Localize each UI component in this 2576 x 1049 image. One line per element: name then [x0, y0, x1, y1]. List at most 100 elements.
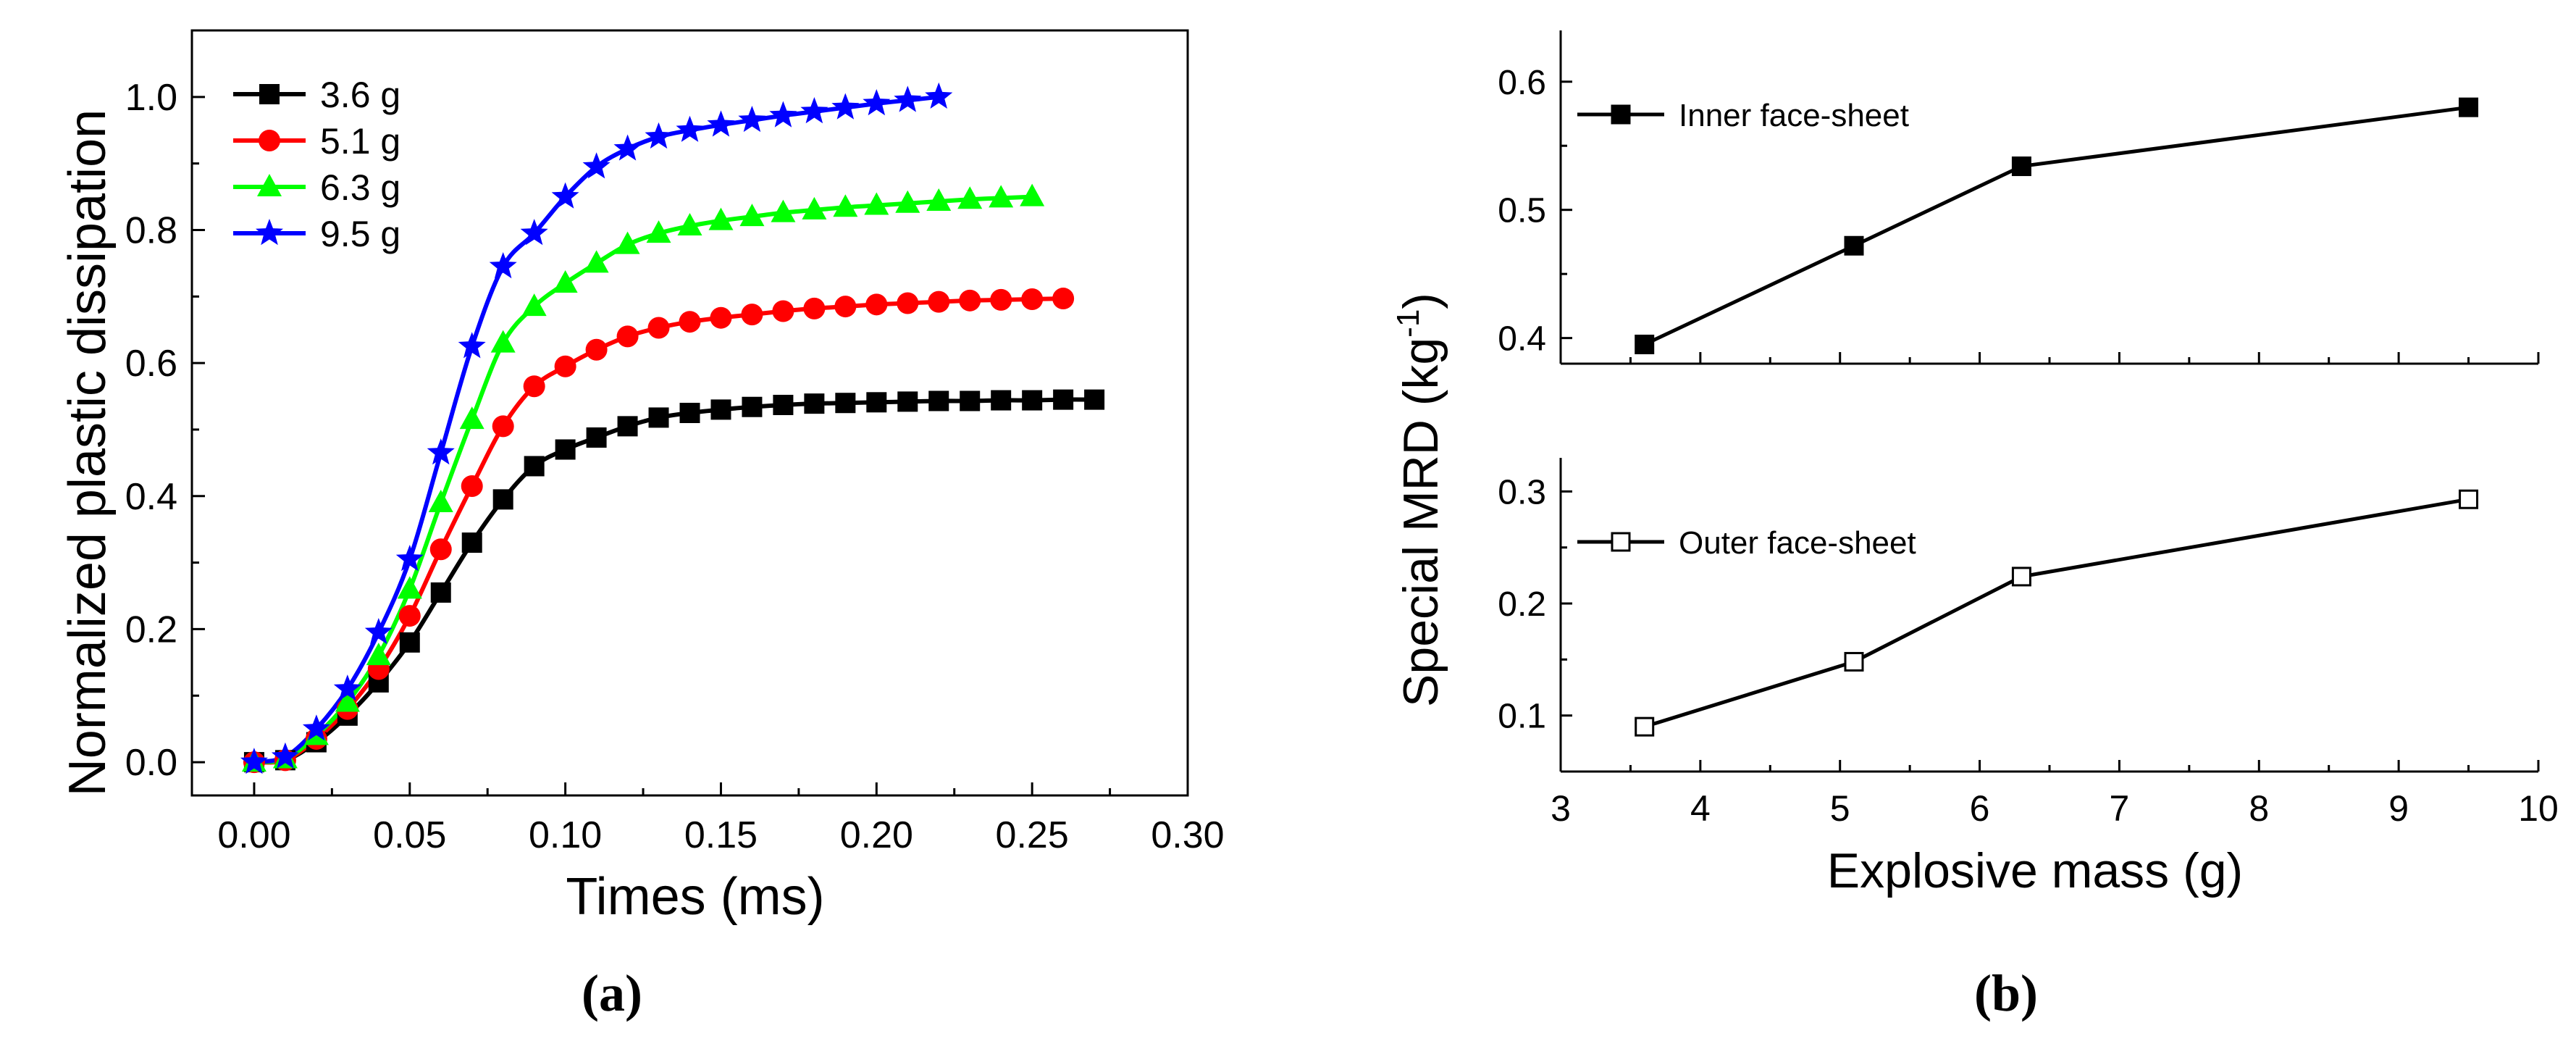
data-point [2011, 156, 2031, 177]
data-point [585, 338, 608, 361]
data-point [489, 252, 517, 279]
data-point [397, 576, 422, 599]
data-point [959, 289, 981, 312]
legend-label: 5.1 g [320, 121, 400, 162]
panel-b-x-axis-title: Explosive mass (g) [1827, 843, 2243, 898]
data-point [302, 714, 330, 741]
data-point [458, 332, 486, 359]
data-point [617, 416, 638, 437]
data-point [803, 297, 826, 319]
data-point [676, 115, 704, 142]
data-point [960, 390, 981, 411]
data-point [555, 439, 576, 460]
panel-b-y-axis-title-superscript: -1 [1390, 309, 1426, 338]
data-point [863, 89, 891, 116]
data-point [613, 134, 642, 161]
data-point [991, 390, 1012, 411]
data-point [523, 375, 545, 398]
data-point [333, 674, 361, 701]
data-point [835, 393, 856, 414]
data-point [335, 689, 360, 712]
legend-label: 9.5 g [320, 214, 400, 254]
panel-a-x-tick-label: 0.15 [684, 814, 758, 856]
data-point [554, 355, 576, 377]
data-point [1635, 334, 1655, 354]
data-point [990, 288, 1012, 311]
panel-a-x-axis-title: Times (ms) [566, 868, 824, 926]
panel-a-y-axis-title: Normalized plastic dissipation [59, 109, 117, 796]
data-point [771, 199, 796, 222]
panel-b-y-tick-label: 0.4 [1498, 320, 1546, 359]
panel-a-y-tick-label: 0.8 [125, 209, 177, 251]
data-point [802, 196, 827, 220]
panel-a-x-tick-label: 0.20 [840, 814, 913, 856]
panel-b-caption: (b) [1974, 964, 2038, 1022]
panel-b-x-tick-label: 3 [1551, 788, 1571, 829]
legend-label: 6.3 g [320, 167, 400, 208]
panel-a-caption: (a) [582, 964, 642, 1022]
panel-b-y-tick-label: 0.6 [1498, 64, 1546, 102]
data-point [957, 186, 983, 209]
data-point [834, 296, 857, 318]
legend-label: 3.6 g [320, 75, 400, 115]
panel-a-line-chart: Normalized plastic dissipation Times (ms… [59, 29, 1225, 926]
data-point [679, 403, 700, 423]
data-point [708, 207, 734, 230]
data-point [1021, 288, 1044, 310]
panel-b-x-tick-label: 4 [1690, 788, 1711, 829]
legend-marker [256, 219, 283, 246]
panel-a-x-tick-label: 0.25 [996, 814, 1069, 856]
panel-b-y-axis-title-text: Special MRD (kg [1393, 338, 1448, 707]
data-point [831, 93, 860, 120]
data-point [741, 304, 763, 326]
data-point [430, 582, 451, 603]
panel-a-legend: 3.6 g 5.1 g 6.3 g 9.5 g [233, 75, 400, 254]
legend-marker [259, 84, 280, 104]
data-point [710, 399, 731, 420]
data-point [1052, 288, 1075, 310]
legend-marker [259, 130, 280, 151]
data-point [894, 85, 922, 112]
data-point [646, 220, 671, 243]
data-point [461, 532, 482, 553]
data-point [800, 97, 828, 124]
data-point [366, 643, 391, 666]
data-point [804, 393, 825, 414]
panel-a-y-tick-label: 0.6 [125, 343, 177, 385]
data-point [429, 538, 452, 561]
data-point [553, 269, 578, 293]
panel-b-y-tick-label: 0.5 [1498, 192, 1546, 230]
series-line-outer-face-sheet [1643, 497, 2470, 729]
panel-a-x-tick-label: 0.30 [1151, 814, 1224, 856]
data-point [865, 293, 888, 316]
panel-b-subplots: 0.4 0.5 0.6 Inner face-sheet 0.1 0.2 0.3 3 4 5 6 7 8… [1498, 30, 2559, 829]
data-point [679, 311, 701, 333]
data-point [1635, 716, 1655, 737]
data-point [769, 101, 797, 128]
panel-b-y-tick-label: 0.2 [1498, 585, 1546, 624]
data-point [584, 250, 609, 273]
data-point [586, 427, 607, 448]
data-point [925, 82, 953, 109]
data-point [866, 392, 887, 413]
data-point [773, 394, 794, 415]
legend-marker [1611, 104, 1631, 125]
panel-b-x-tick-label: 6 [1970, 788, 1990, 829]
data-point [492, 489, 513, 510]
data-point [742, 396, 763, 417]
data-point [399, 632, 420, 653]
data-point [428, 489, 453, 512]
data-point [772, 300, 794, 322]
data-point [710, 306, 732, 329]
data-point [240, 748, 268, 774]
panel-b-y-axis-title: Special MRD (kg-1) [1390, 293, 1448, 707]
data-point [398, 605, 421, 627]
data-point [492, 415, 514, 438]
data-point [490, 330, 516, 353]
series-line-5-1-g [253, 296, 1064, 765]
data-point [524, 456, 545, 477]
panel-b-y-tick-label: 0.3 [1498, 473, 1546, 511]
data-point [645, 122, 673, 149]
